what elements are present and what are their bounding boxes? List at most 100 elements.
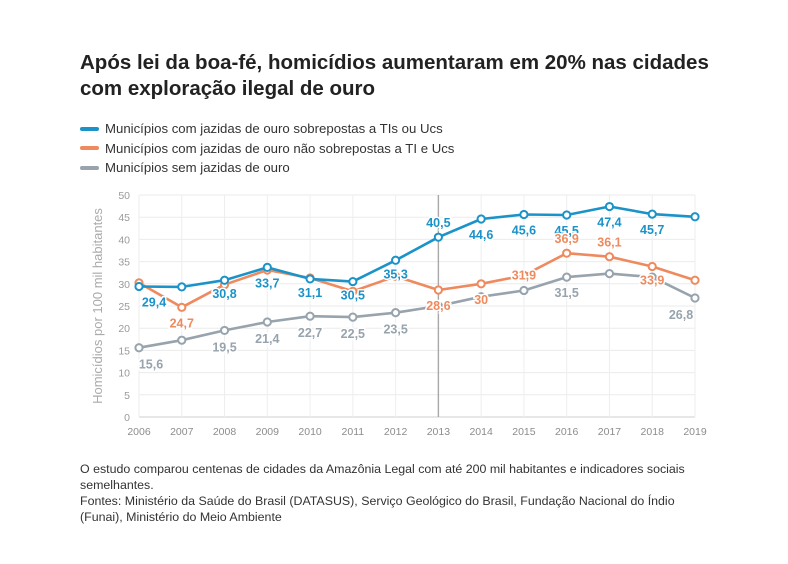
data-point bbox=[604, 268, 615, 279]
data-label: 31,1 bbox=[298, 286, 322, 300]
data-label: 19,5 bbox=[212, 340, 236, 354]
data-point bbox=[348, 312, 358, 322]
data-point bbox=[433, 232, 443, 242]
x-tick-label: 2007 bbox=[170, 426, 194, 438]
y-tick-label: 10 bbox=[118, 368, 130, 380]
x-tick-label: 2016 bbox=[555, 426, 579, 438]
note-sources: Fontes: Ministério da Saúde do Brasil (D… bbox=[80, 494, 675, 524]
legend-swatch-nao-sobrepostas bbox=[80, 146, 99, 151]
data-label: 44,6 bbox=[469, 228, 493, 242]
data-point bbox=[647, 272, 657, 282]
data-point bbox=[177, 282, 187, 292]
data-point bbox=[476, 292, 486, 302]
x-tick-label: 2019 bbox=[683, 426, 707, 438]
chart-title: Após lei da boa-fé, homicídios aumentara… bbox=[80, 51, 709, 100]
data-label: 36,1 bbox=[597, 236, 621, 250]
data-point bbox=[604, 252, 615, 262]
data-label: 33,9 bbox=[640, 273, 664, 287]
data-label: 33,7 bbox=[255, 276, 279, 290]
data-point bbox=[348, 286, 358, 296]
data-label: 15,6 bbox=[139, 358, 163, 372]
y-tick-label: 50 bbox=[118, 190, 130, 202]
legend-label-sem-jazidas: Municípios sem jazidas de ouro bbox=[105, 160, 290, 176]
data-point bbox=[348, 276, 358, 287]
y-tick-label: 30 bbox=[118, 279, 130, 291]
y-tick-label: 45 bbox=[118, 212, 130, 224]
legend: Municípios com jazidas de ouro sobrepost… bbox=[80, 119, 454, 178]
series-line bbox=[138, 205, 696, 289]
data-point bbox=[690, 293, 700, 303]
data-label: 30 bbox=[474, 293, 488, 307]
note-study: O estudo comparou centenas de cidades da… bbox=[80, 462, 685, 492]
x-tick-label: 2018 bbox=[641, 426, 665, 438]
data-label: 30,5 bbox=[341, 289, 365, 303]
data-point bbox=[604, 201, 615, 212]
data-point bbox=[562, 248, 572, 258]
data-label: 40,5 bbox=[426, 216, 450, 230]
y-tick-label: 35 bbox=[118, 257, 130, 269]
data-point bbox=[647, 209, 657, 219]
data-point bbox=[519, 270, 529, 280]
data-point bbox=[219, 275, 230, 285]
legend-swatch-sem-jazidas bbox=[80, 165, 99, 170]
data-label: 26,8 bbox=[669, 308, 693, 322]
y-tick-label: 0 bbox=[124, 412, 130, 424]
data-label: 45,7 bbox=[640, 223, 664, 237]
data-label: 28,6 bbox=[426, 299, 450, 313]
x-tick-label: 2014 bbox=[469, 426, 493, 438]
data-point bbox=[690, 275, 700, 285]
data-point bbox=[262, 317, 272, 327]
data-label: 30,8 bbox=[212, 287, 236, 301]
x-tick-label: 2013 bbox=[427, 426, 451, 438]
data-point bbox=[476, 279, 486, 289]
data-label: 45,6 bbox=[512, 224, 536, 238]
data-label: 22,5 bbox=[341, 327, 365, 341]
data-point bbox=[476, 214, 486, 224]
data-point bbox=[391, 255, 401, 265]
data-point bbox=[391, 308, 401, 318]
y-tick-label: 20 bbox=[118, 323, 130, 335]
series-line bbox=[138, 272, 696, 349]
x-tick-label: 2012 bbox=[384, 426, 408, 438]
data-point bbox=[134, 343, 144, 353]
y-tick-label: 25 bbox=[118, 301, 130, 313]
legend-item-sem-jazidas: Municípios sem jazidas de ouro bbox=[80, 158, 454, 178]
data-label: 47,4 bbox=[597, 216, 621, 230]
data-point bbox=[433, 285, 443, 295]
legend-swatch-sobrepostas bbox=[80, 126, 99, 131]
legend-label-nao-sobrepostas: Municípios com jazidas de ouro não sobre… bbox=[105, 140, 455, 156]
data-point bbox=[647, 261, 657, 272]
data-label: 35,3 bbox=[383, 267, 407, 281]
data-point bbox=[134, 281, 144, 292]
legend-label-sobrepostas: Municípios com jazidas de ouro sobrepost… bbox=[105, 121, 443, 137]
data-point bbox=[262, 262, 272, 272]
legend-item-sobrepostas: Municípios com jazidas de ouro sobrepost… bbox=[80, 119, 454, 139]
data-label: 36,9 bbox=[555, 232, 579, 246]
data-point bbox=[433, 301, 443, 311]
x-tick-label: 2009 bbox=[256, 426, 280, 438]
legend-item-nao-sobrepostas: Municípios com jazidas de ouro não sobre… bbox=[80, 139, 454, 159]
data-point bbox=[219, 325, 230, 336]
x-tick-label: 2015 bbox=[512, 426, 536, 438]
data-point bbox=[690, 212, 700, 222]
data-point bbox=[562, 210, 572, 220]
data-label: 21,4 bbox=[255, 332, 279, 346]
data-point bbox=[519, 285, 529, 296]
y-tick-label: 15 bbox=[118, 345, 130, 357]
data-point bbox=[519, 209, 529, 220]
data-point bbox=[305, 274, 315, 284]
data-label: 31,9 bbox=[512, 268, 536, 282]
series-line bbox=[138, 251, 696, 309]
data-point bbox=[177, 335, 187, 345]
x-tick-label: 2010 bbox=[298, 426, 322, 438]
data-label: 29,4 bbox=[142, 295, 166, 309]
y-axis-title: Homicídios por 100 mil habitantes bbox=[90, 208, 105, 404]
data-point bbox=[391, 271, 401, 281]
y-tick-label: 5 bbox=[124, 390, 130, 402]
x-tick-label: 2008 bbox=[213, 426, 237, 438]
data-point bbox=[177, 302, 187, 312]
data-label: 22,7 bbox=[298, 326, 322, 340]
data-point bbox=[305, 311, 315, 321]
x-tick-label: 2011 bbox=[342, 426, 365, 438]
